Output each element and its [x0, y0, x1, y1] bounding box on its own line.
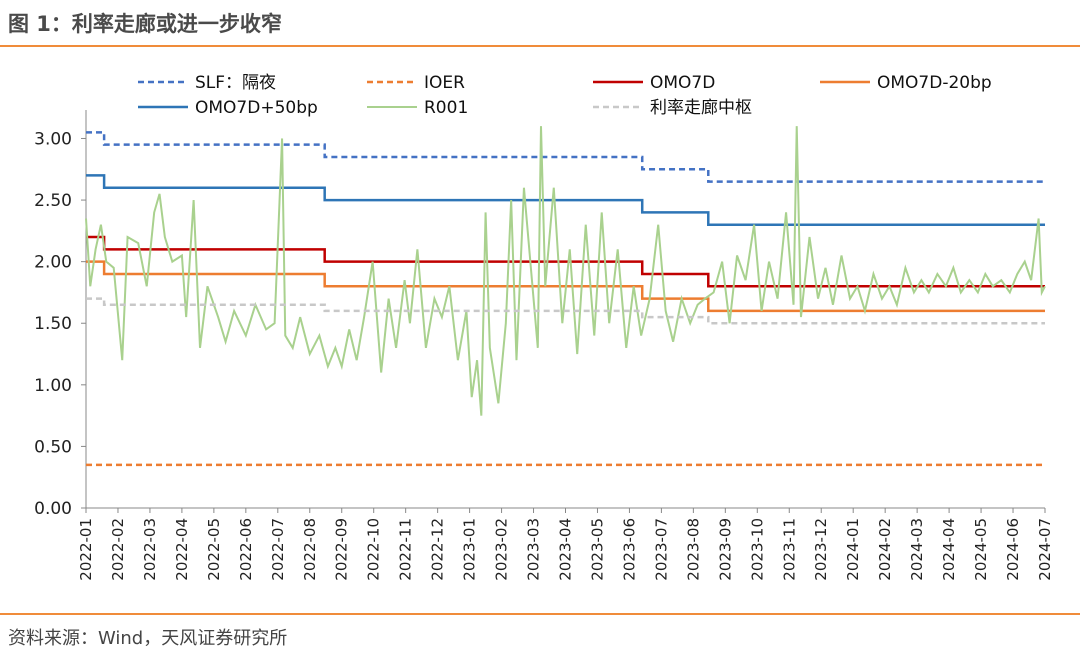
top-rule: [0, 45, 1080, 47]
y-tick-label: 2.00: [34, 253, 72, 273]
axes: 0.00 0.50 1.00 1.50 2.00 2.50 3.00 2022-01 2022-…: [34, 110, 1054, 581]
x-tick-label: 2023-11: [780, 518, 798, 581]
legend-label: OMO7D+50bp: [195, 98, 318, 118]
series-line-0: [86, 131, 1045, 183]
x-tick-label: 2023-01: [461, 518, 479, 581]
source-note: 资料来源：Wind，天风证券研究所: [8, 628, 288, 649]
x-tick-label: 2022-08: [301, 518, 319, 581]
x-tick-label: 2024-07: [1036, 518, 1054, 581]
x-tick-label: 2022-05: [205, 518, 223, 581]
x-tick-label: 2023-02: [493, 518, 511, 581]
x-tick-label: 2023-06: [620, 518, 638, 581]
y-tick-label: 0.00: [34, 499, 72, 519]
x-tick-label: 2024-02: [876, 518, 894, 581]
series-line-2: [86, 235, 1045, 288]
x-tick-label: 2022-09: [333, 518, 351, 581]
x-tick-label: 2024-04: [940, 518, 958, 581]
x-tick-label: 2023-08: [684, 518, 702, 581]
legend-label: R001: [424, 98, 468, 118]
x-tick-label: 2022-02: [109, 518, 127, 581]
x-tick-label: 2023-03: [525, 518, 543, 581]
legend-label: OMO7D-20bp: [877, 73, 992, 93]
line-chart: SLF：隔夜 IOER OMO7D OMO7D-20bp OMO7D+50bp R001 利…: [34, 73, 1054, 581]
x-tick-label: 2024-05: [972, 518, 990, 581]
x-tick-label: 2024-01: [844, 518, 862, 581]
y-tick-label: 3.00: [34, 129, 72, 149]
x-tick-label: 2023-07: [652, 518, 670, 581]
series-line-5: [85, 126, 1046, 416]
x-tick-label: 2022-04: [173, 518, 191, 581]
y-tick-label: 0.50: [34, 437, 72, 457]
series-line-6: [86, 297, 1045, 325]
bottom-rule: [0, 613, 1080, 615]
x-tick-label: 2022-07: [269, 518, 287, 581]
y-tick-label: 1.50: [34, 314, 72, 334]
series-layer: [85, 126, 1046, 467]
legend: SLF：隔夜 IOER OMO7D OMO7D-20bp OMO7D+50bp R001 利…: [138, 73, 992, 118]
x-tick-label: 2023-12: [812, 518, 830, 581]
series-line-4: [86, 174, 1045, 226]
x-tick-label: 2023-10: [748, 518, 766, 581]
x-tick-label: 2023-09: [716, 518, 734, 581]
x-tick-label: 2022-10: [365, 518, 383, 581]
x-tick-label: 2023-04: [557, 518, 575, 581]
y-tick-label: 2.50: [34, 191, 72, 211]
x-tick-label: 2022-01: [77, 518, 95, 581]
legend-label: OMO7D: [650, 73, 715, 93]
legend-label: SLF：隔夜: [195, 73, 276, 93]
figure-title: 图 1：利率走廊或进一步收窄: [8, 12, 282, 36]
y-tick-label: 1.00: [34, 376, 72, 396]
x-tick-label: 2022-03: [141, 518, 159, 581]
x-tick-label: 2024-03: [908, 518, 926, 581]
x-tick-label: 2022-06: [237, 518, 255, 581]
x-tick-label: 2022-11: [397, 518, 415, 581]
legend-label: 利率走廊中枢: [650, 98, 752, 118]
legend-label: IOER: [424, 73, 465, 93]
x-tick-label: 2023-05: [588, 518, 606, 581]
x-tick-label: 2024-06: [1004, 518, 1022, 581]
x-tick-label: 2022-12: [429, 518, 447, 581]
